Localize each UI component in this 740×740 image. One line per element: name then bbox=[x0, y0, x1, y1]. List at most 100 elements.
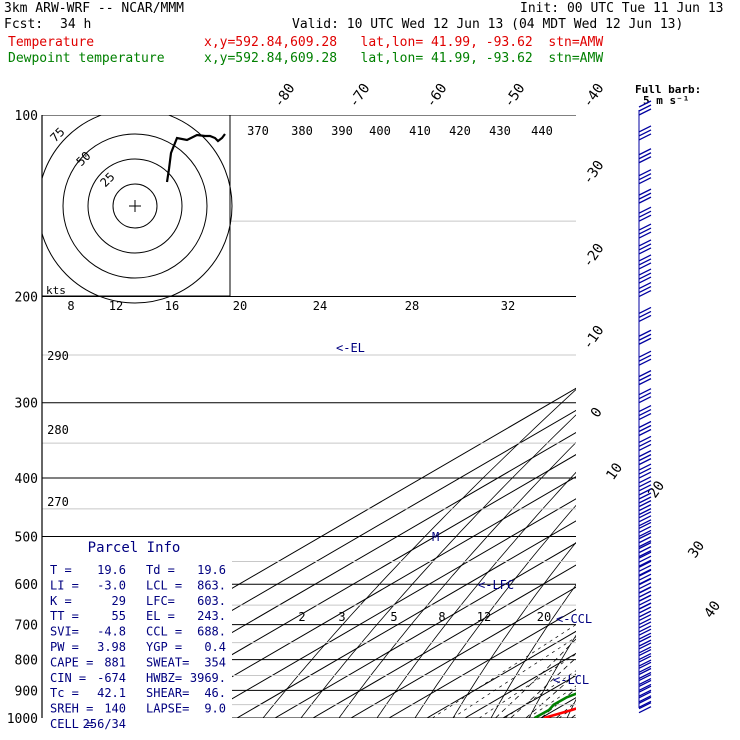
wind-barb bbox=[638, 504, 652, 512]
parcel-value: 3969. bbox=[190, 671, 226, 685]
theta-label: 270 bbox=[47, 495, 69, 509]
mixing-ratio-label: 12 bbox=[477, 610, 491, 624]
hodograph-ring bbox=[112, 183, 158, 229]
wind-barb bbox=[638, 628, 652, 636]
wind-barb bbox=[638, 555, 652, 563]
parcel-label: CCL = bbox=[146, 625, 182, 639]
wind-barb bbox=[638, 564, 652, 572]
wind-barb bbox=[638, 276, 652, 284]
forecast-hour: 34 h bbox=[60, 17, 92, 32]
wind-barb bbox=[638, 546, 652, 554]
pressure-label: 100 bbox=[15, 109, 38, 124]
theta-label: 390 bbox=[331, 124, 353, 138]
parcel-value: 55 bbox=[112, 609, 126, 623]
wind-barb bbox=[638, 285, 652, 294]
wind-barb bbox=[638, 525, 652, 534]
temperature-legend-label: Temperature bbox=[8, 35, 95, 50]
parcel-value: -4.8 bbox=[97, 625, 126, 639]
parcel-value: -3.0 bbox=[97, 578, 126, 592]
dry-adiabat bbox=[338, 441, 576, 718]
wind-barb bbox=[638, 206, 652, 214]
parcel-label: CELL = bbox=[50, 717, 93, 731]
wind-barb bbox=[638, 695, 652, 703]
wind-barb bbox=[638, 508, 652, 516]
wind-barb bbox=[638, 396, 652, 404]
wind-barb bbox=[638, 515, 652, 523]
parcel-label: EL = bbox=[146, 609, 175, 623]
wind-barb bbox=[638, 281, 652, 290]
isotherm-line bbox=[84, 431, 576, 718]
parcel-value: 29 bbox=[112, 594, 126, 608]
wind-barb bbox=[638, 354, 652, 362]
wind-barb bbox=[638, 450, 652, 458]
parcel-label: SHEAR= bbox=[146, 686, 189, 700]
moist-adiabat-label: 16 bbox=[165, 299, 179, 313]
wind-barb bbox=[638, 529, 652, 538]
wind-barb bbox=[638, 706, 652, 714]
moist-adiabat-label: 12 bbox=[109, 299, 123, 313]
parcel-label: LFC= bbox=[146, 594, 175, 608]
moist-adiabat bbox=[495, 638, 576, 718]
dry-adiabat bbox=[452, 541, 576, 718]
moist-adiabat-label: 28 bbox=[405, 299, 419, 313]
wind-barb bbox=[638, 424, 652, 433]
wind-barb bbox=[638, 551, 652, 559]
mixing-ratio-line bbox=[504, 670, 576, 718]
wind-barb bbox=[638, 521, 652, 530]
temperature-axis-label: 30 bbox=[685, 538, 708, 561]
parcel-label: Td = bbox=[146, 563, 175, 577]
wind-barb bbox=[638, 689, 652, 697]
wind-barb bbox=[638, 665, 652, 673]
wind-barb bbox=[638, 606, 652, 614]
temperature-axis-label: -80 bbox=[271, 81, 299, 111]
temperature-axis-label: 10 bbox=[603, 460, 626, 483]
dry-adiabat bbox=[677, 115, 740, 731]
temperature-axis-label: -50 bbox=[501, 81, 529, 111]
wind-barb bbox=[638, 667, 652, 676]
wind-barb bbox=[638, 333, 652, 341]
wind-barb bbox=[638, 683, 652, 691]
wind-barb bbox=[638, 632, 652, 640]
parcel-label: SREH = bbox=[50, 702, 93, 716]
dewpoint-legend-label: Dewpoint temperature bbox=[8, 51, 165, 66]
hodograph-trace bbox=[165, 133, 226, 183]
moist-adiabat-label: 8 bbox=[67, 299, 74, 313]
wind-barb bbox=[638, 646, 652, 654]
parcel-label: HWBZ= bbox=[146, 671, 182, 685]
wind-barb bbox=[638, 108, 652, 116]
theta-label: 290 bbox=[47, 349, 69, 363]
hodograph-ring bbox=[42, 115, 233, 304]
temperature-location: x,y=592.84,609.28 lat,lon= 41.99, -93.62… bbox=[204, 35, 604, 50]
wind-barb bbox=[638, 239, 652, 247]
wind-barb bbox=[638, 254, 652, 262]
parcel-label: PW = bbox=[50, 640, 79, 654]
wind-barb bbox=[638, 188, 652, 196]
wind-barb bbox=[638, 610, 652, 618]
moist-adiabat-label: 20 bbox=[233, 299, 247, 313]
wind-barb bbox=[638, 409, 652, 417]
wind-barb bbox=[638, 214, 652, 222]
wind-barb bbox=[638, 560, 652, 568]
mixing-ratio-label: 3 bbox=[338, 610, 345, 624]
wind-barb bbox=[638, 374, 652, 382]
wind-barb bbox=[638, 532, 652, 540]
wind-barb bbox=[638, 358, 652, 366]
temperature-axis-label: 0 bbox=[588, 405, 606, 421]
parcel-value: 3.98 bbox=[97, 640, 126, 654]
theta-label: 400 bbox=[369, 124, 391, 138]
wind-barb bbox=[638, 454, 652, 462]
wind-barb bbox=[638, 428, 652, 437]
parcel-value: 863. bbox=[197, 578, 226, 592]
wind-barb bbox=[638, 258, 652, 266]
wind-barb bbox=[638, 329, 652, 337]
full-barb-value: 5 m s⁻¹ bbox=[643, 94, 689, 107]
model-title: 3km ARW-WRF -- NCAR/MMM bbox=[4, 1, 185, 16]
wind-barb bbox=[638, 536, 652, 544]
temperature-axis-label: 40 bbox=[701, 598, 724, 621]
dry-adiabat bbox=[376, 471, 576, 718]
wind-barb bbox=[638, 272, 652, 280]
lcl-annotation: <-LCL bbox=[553, 673, 589, 687]
wind-barb bbox=[638, 289, 652, 298]
dry-adiabat bbox=[638, 115, 740, 731]
wind-barb bbox=[638, 511, 652, 519]
